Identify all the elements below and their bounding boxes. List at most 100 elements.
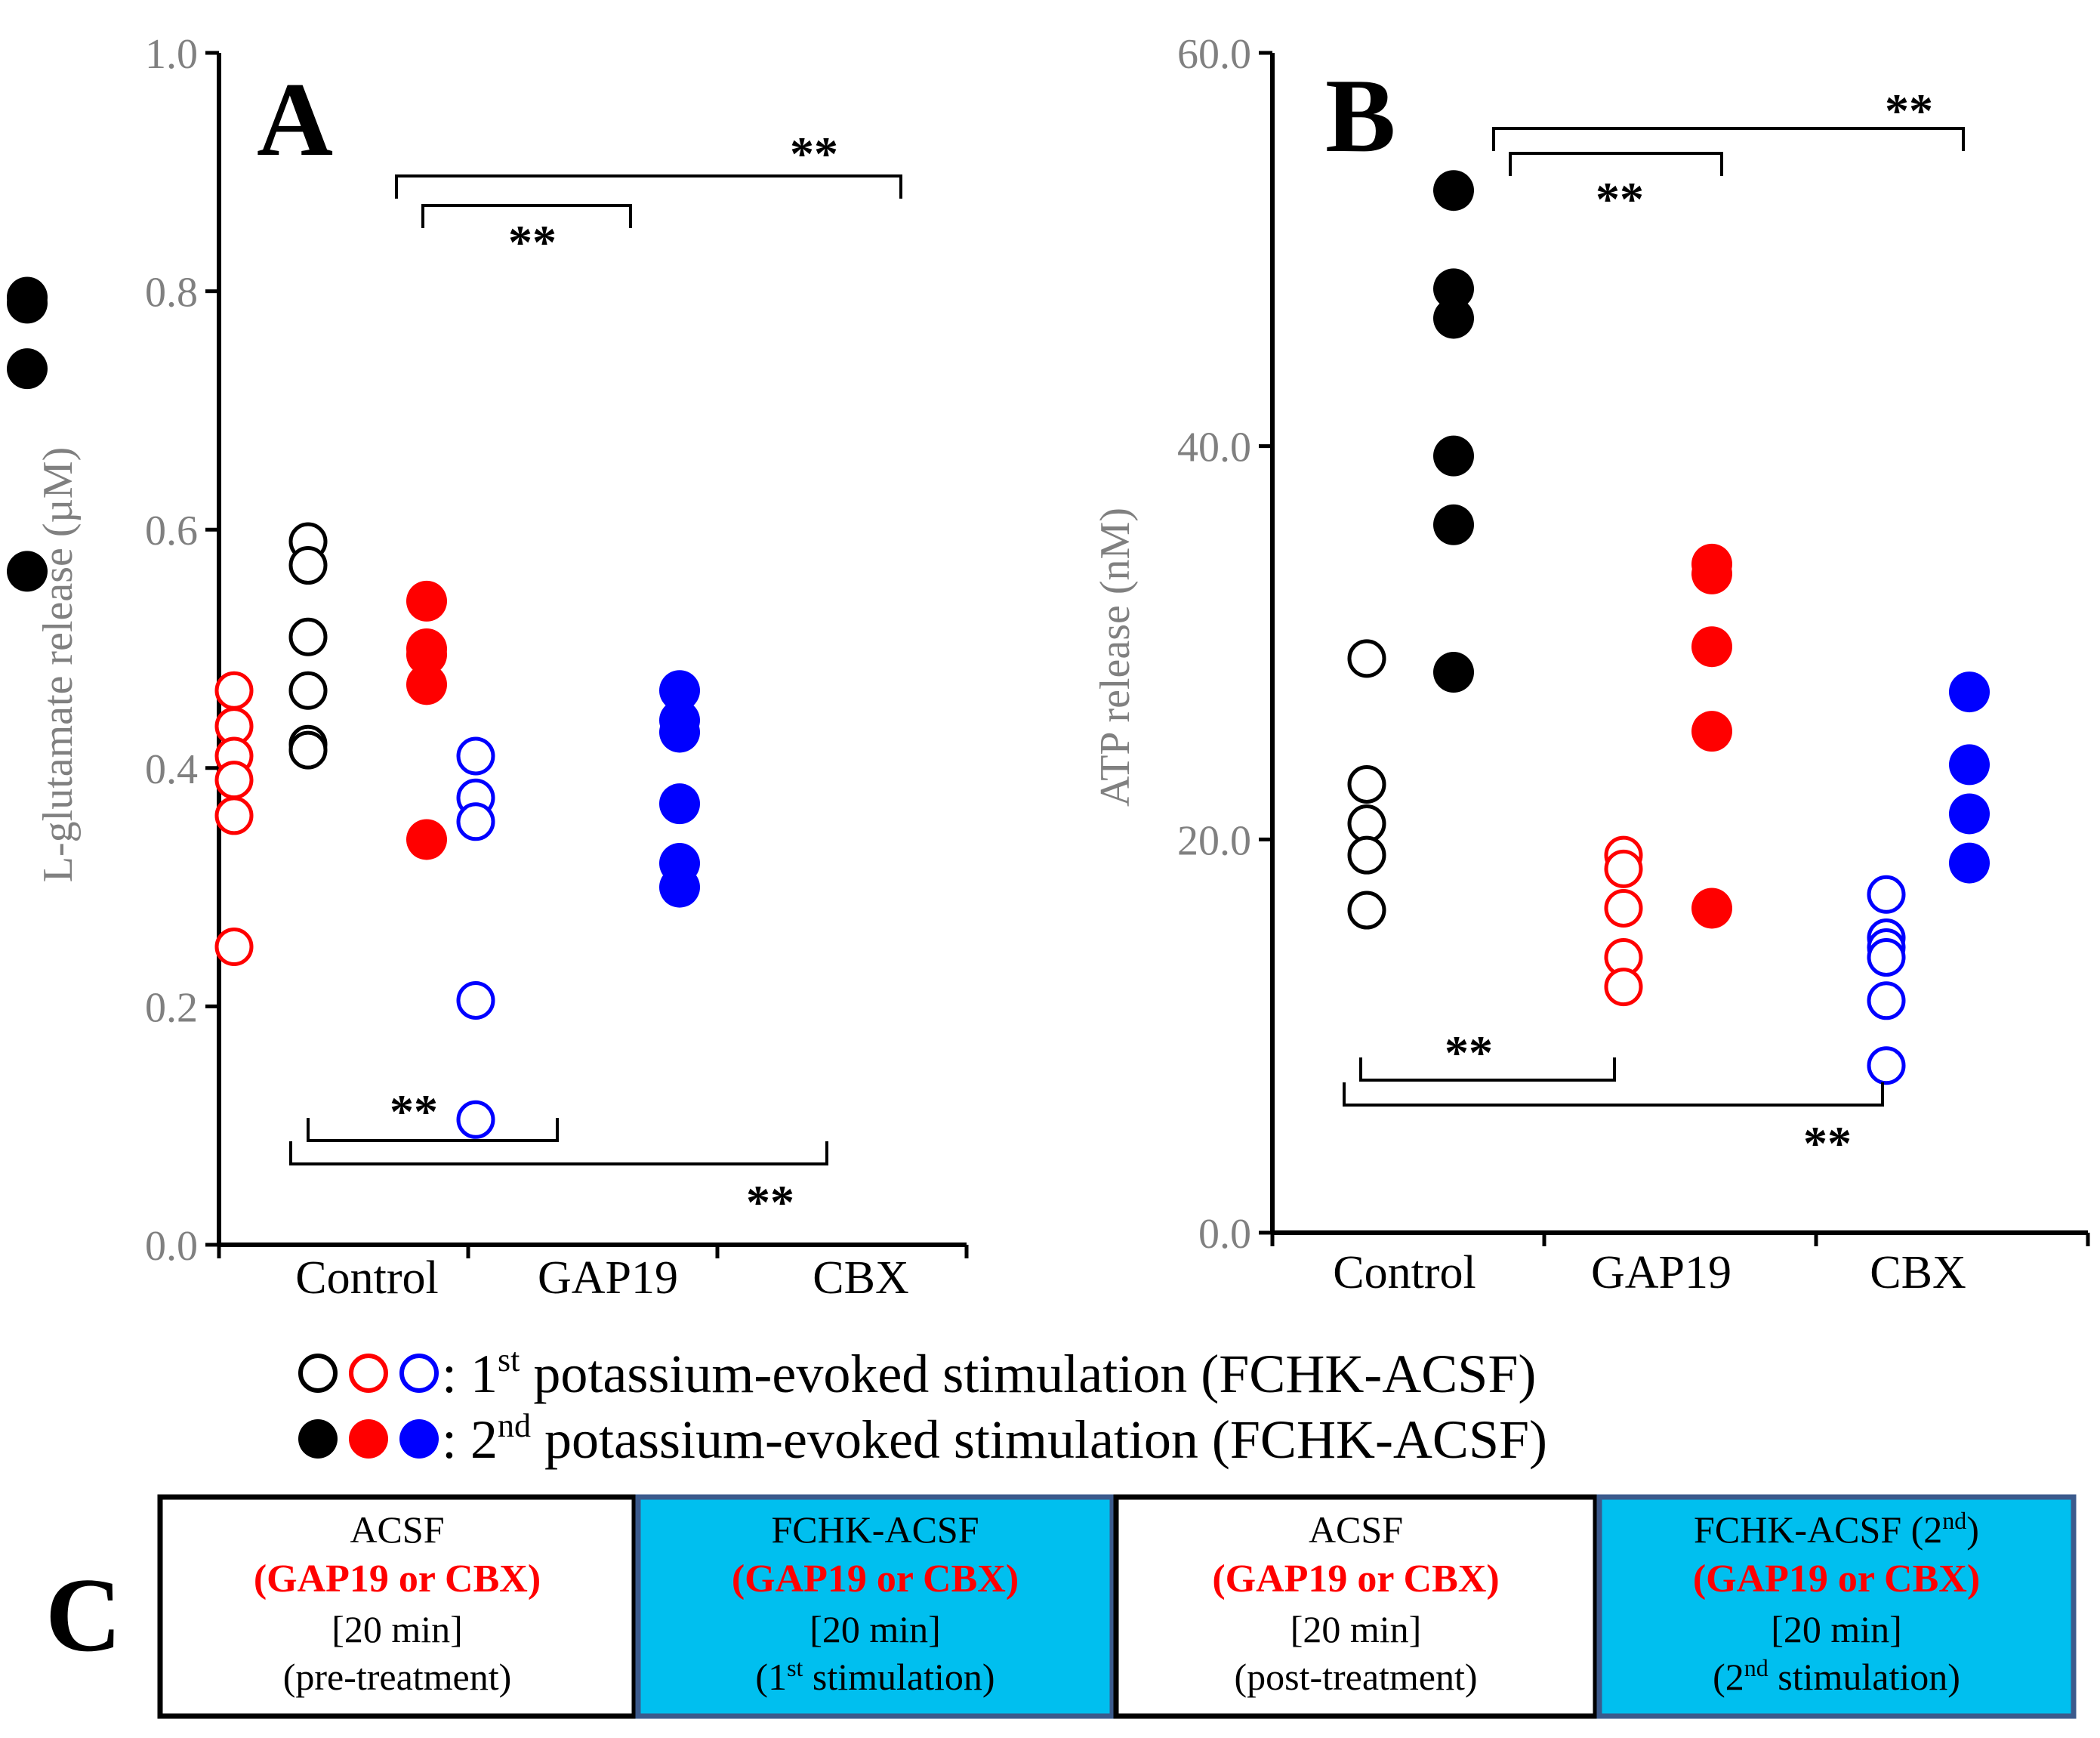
panel-b-point-control-1st [1347, 764, 1386, 804]
panel-a-significance-bracket [307, 1118, 559, 1142]
protocol-step-1: ACSF (GAP19 or CBX) [20 min] (pre-treatment… [157, 1494, 637, 1719]
panel-b-y-tick-label: 0.0 [1198, 1211, 1251, 1258]
panel-a-point-cbx-1st [456, 736, 495, 776]
protocol-box-title: ACSF [350, 1508, 444, 1551]
legend: : 1st potassium-evoked stimulation (FCHK… [298, 1341, 1547, 1470]
legend-label-1st: : 1st potassium-evoked stimulation (FCHK… [442, 1341, 1536, 1404]
panel-b-significance-bracket [1359, 1057, 1616, 1082]
panel-a-significance-label: ** [390, 1085, 438, 1138]
protocol-box [157, 1494, 637, 1719]
legend-row-1st: : 1st potassium-evoked stimulation (FCHK… [298, 1341, 1536, 1404]
panel-b-point-control-1st [1347, 835, 1386, 875]
panel-b-point-gap19-1st [1604, 968, 1643, 1007]
panel-b-point-gap19-2nd [1691, 553, 1732, 594]
panel-a-y-tick-label: 0.2 [145, 984, 198, 1031]
panel-b-point-control-2nd [1433, 268, 1474, 310]
panel-b-point-gap19-2nd [1691, 888, 1732, 929]
protocol-box-title: FCHK-ACSF [771, 1508, 979, 1551]
protocol-step-3: ACSF (GAP19 or CBX) [20 min] (post-treatmen… [1113, 1494, 1599, 1719]
panel-a-point-cbx-2nd [659, 712, 700, 753]
panel-b-significance-bracket [1492, 127, 1965, 151]
panel-a-point-cbx-2nd [659, 783, 700, 825]
panel-b-point-cbx-2nd [1949, 793, 1990, 835]
panel-a-x-label-gap19: GAP19 [538, 1252, 678, 1304]
panel-a-y-tick-label: 0.6 [145, 508, 198, 554]
panel-a-point-gap19-1st [214, 671, 254, 710]
panel-a-point-cbx-1st [456, 802, 495, 841]
protocol-box-drug: (GAP19 or CBX) [1212, 1557, 1499, 1601]
panel-a-point-gap19-1st [214, 796, 254, 835]
panel-b-point-cbx-1st [1867, 875, 1906, 914]
protocol-box-title: FCHK-ACSF (2nd) [1694, 1507, 1979, 1551]
panel-b-y-tick-label: 20.0 [1177, 817, 1251, 864]
panel-a-point-control-2nd [7, 551, 48, 592]
protocol-box-duration: [20 min] [1291, 1608, 1422, 1650]
panel-b-significance-label: ** [1596, 172, 1644, 226]
panel-a-significance-bracket [421, 204, 632, 228]
protocol-box [1113, 1494, 1599, 1719]
panel-b-point-gap19-2nd [1691, 711, 1732, 752]
panel-a-chart: A L-glutamate release (µM) 0.0 0.2 0.4 0.6 0… [7, 31, 969, 1304]
panel-a-significance-label: ** [746, 1175, 794, 1229]
panel-b-significance-label: ** [1803, 1116, 1852, 1170]
panel-a-point-control-1st [288, 671, 328, 710]
panel-a-point-gap19-2nd [406, 634, 447, 675]
panel-b-point-cbx-1st [1867, 1046, 1906, 1085]
panel-a-point-gap19-1st [214, 761, 254, 800]
panel-a-x-label-control: Control [295, 1252, 438, 1304]
panel-b-x-label-cbx: CBX [1870, 1247, 1966, 1298]
panel-a-point-cbx-2nd [659, 670, 700, 712]
panel-b-y-tick-label: 60.0 [1177, 31, 1251, 78]
panel-b-point-cbx-2nd [1949, 744, 1990, 786]
panel-a-y-tick-label: 0.0 [145, 1223, 198, 1270]
panel-b-point-control-2nd [1433, 652, 1474, 693]
panel-b-point-control-2nd [1433, 170, 1474, 211]
panel-a-point-gap19-1st [214, 928, 254, 966]
panel-a-significance-bracket [289, 1141, 828, 1165]
protocol-box-note: (pre-treatment) [283, 1656, 512, 1698]
panel-b-point-control-2nd [1433, 504, 1474, 545]
legend-marker-cbx-1st [399, 1354, 439, 1393]
protocol-box-duration: [20 min] [1771, 1608, 1902, 1650]
panel-b-y-axis-title: ATP release (nM) [1092, 508, 1139, 807]
panel-a-point-cbx-1st [456, 981, 495, 1020]
panel-a-significance-bracket [395, 174, 902, 199]
legend-marker-gap19-1st [349, 1354, 388, 1393]
protocol-box [635, 1494, 1115, 1719]
panel-a-significance-label: ** [508, 215, 557, 269]
protocol-box-drug: (GAP19 or CBX) [254, 1557, 541, 1601]
panel-b-x-label-control: Control [1333, 1247, 1476, 1298]
panel-b-point-control-1st [1347, 639, 1386, 678]
legend-marker-gap19-2nd [349, 1419, 388, 1459]
panel-b-letter: B [1325, 57, 1395, 174]
panel-b-chart: B ATP release (nM) 0.0 20.0 40.0 60.0 Contro… [1092, 31, 2090, 1298]
panel-b-significance-bracket [1509, 152, 1723, 176]
protocol-step-2: FCHK-ACSF (GAP19 or CBX) [20 min](1st stim… [635, 1494, 1115, 1719]
panel-b-significance-bracket [1343, 1082, 1884, 1107]
panel-b-significance-label: ** [1445, 1026, 1493, 1079]
panel-a-y-tick-label: 0.4 [145, 746, 198, 793]
panel-a-point-control-2nd [7, 348, 48, 390]
panel-b-point-cbx-1st [1867, 938, 1906, 977]
panel-c-letter: C [45, 1557, 122, 1674]
panel-a-point-control-1st [288, 730, 328, 770]
panel-b-point-cbx-1st [1867, 981, 1906, 1020]
panel-b-point-gap19-2nd [1691, 626, 1732, 668]
panel-a-point-gap19-2nd [406, 664, 447, 705]
panel-a-point-cbx-1st [456, 1100, 495, 1139]
panel-a-point-control-1st [288, 546, 328, 585]
protocol-box-note: (1st stimulation) [755, 1654, 994, 1698]
protocol-step-4: FCHK-ACSF (2nd) (GAP19 or CBX) [20 min](2n… [1596, 1494, 2077, 1719]
legend-marker-control-1st [298, 1354, 338, 1393]
protocol-box [1596, 1494, 2077, 1719]
panel-a-point-cbx-2nd [659, 866, 700, 908]
protocol-box-title: ACSF [1309, 1508, 1403, 1551]
legend-marker-cbx-2nd [399, 1419, 439, 1459]
panel-b-y-tick-label: 40.0 [1177, 424, 1251, 471]
panel-a-y-tick-label: 1.0 [145, 31, 198, 78]
panel-b-significance-label: ** [1885, 84, 1933, 137]
panel-b-point-gap19-1st [1604, 849, 1643, 888]
panel-a-x-label-cbx: CBX [813, 1252, 908, 1304]
legend-row-2nd: : 2nd potassium-evoked stimulation (FCHK… [298, 1407, 1547, 1470]
